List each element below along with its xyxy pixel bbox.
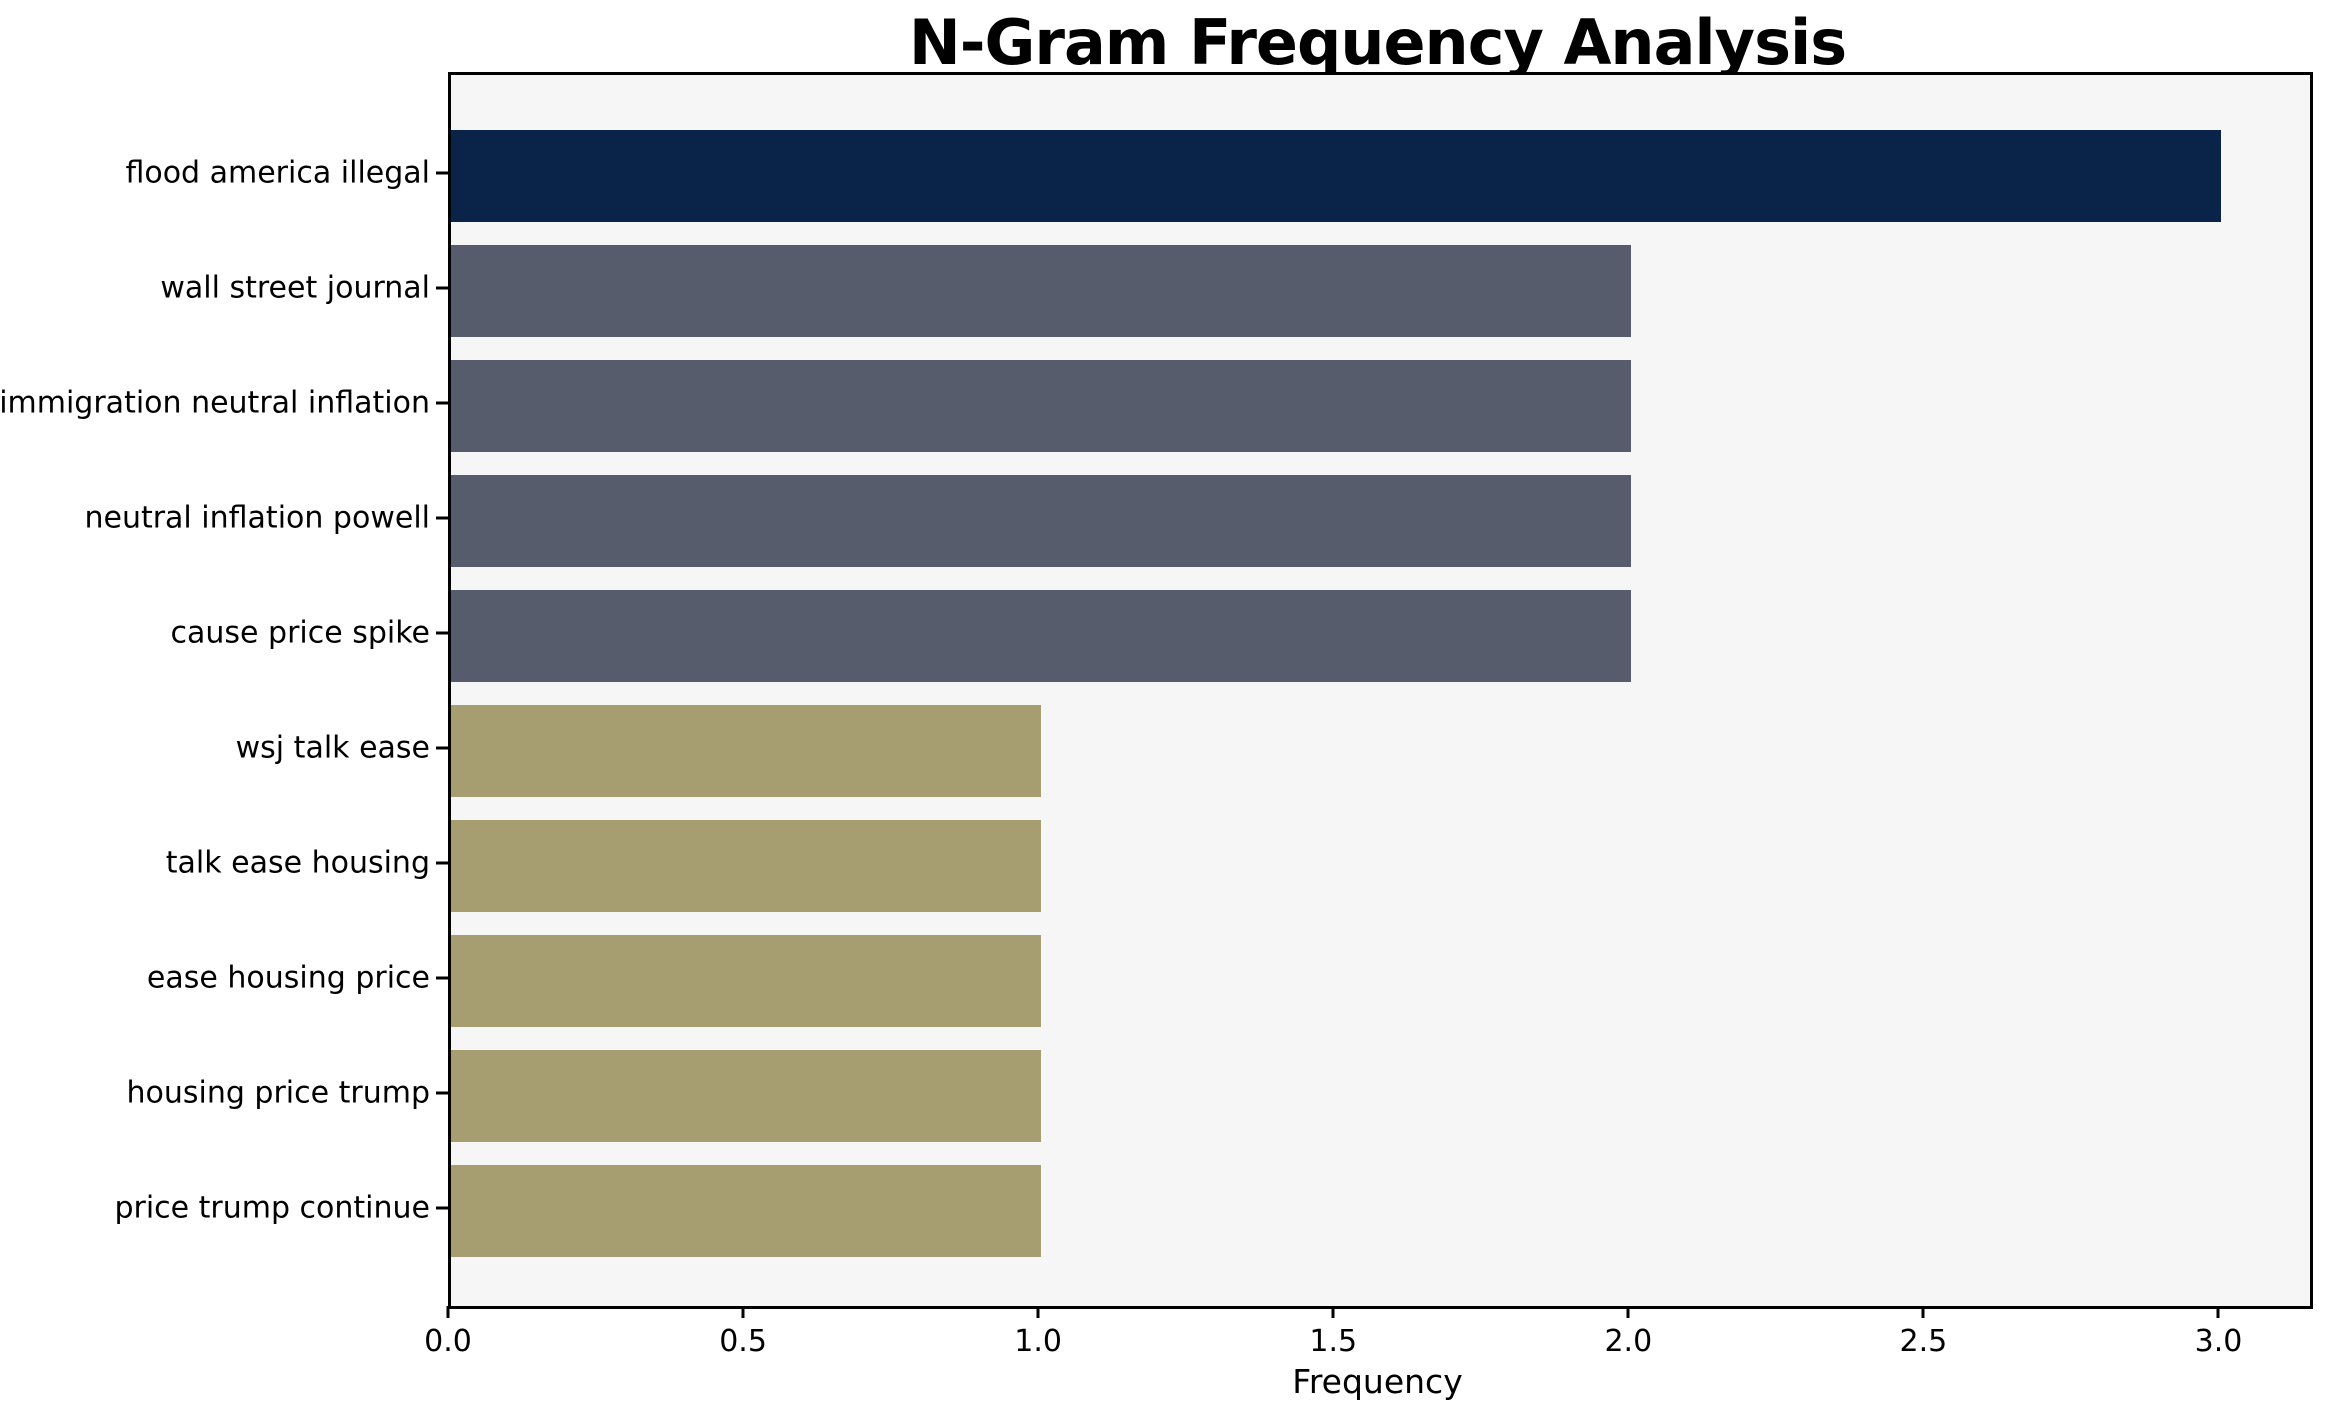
bar <box>451 1050 1041 1142</box>
y-tick-mark <box>436 516 448 520</box>
x-tick-label: 1.0 <box>1014 1324 1063 1359</box>
x-axis-label: Frequency <box>1292 1362 1463 1401</box>
x-tick-label: 1.5 <box>1309 1324 1358 1359</box>
x-tick-mark <box>1331 1306 1335 1318</box>
y-tick-mark <box>436 286 448 290</box>
y-category-label: neutral inflation powell <box>84 500 430 536</box>
y-tick-mark <box>436 1091 448 1095</box>
y-category-label: immigration neutral inflation <box>0 385 430 421</box>
x-tick-label: 2.0 <box>1604 1324 1653 1359</box>
y-category-label: cause price spike <box>170 615 430 651</box>
y-tick-mark <box>436 746 448 750</box>
x-tick-mark <box>1036 1306 1040 1318</box>
y-tick-mark <box>436 976 448 980</box>
x-tick-mark <box>1921 1306 1925 1318</box>
x-tick-label: 0.0 <box>424 1324 472 1359</box>
bar <box>451 245 1631 337</box>
x-tick-label: 2.5 <box>1899 1324 1948 1359</box>
x-tick-mark <box>1626 1306 1630 1318</box>
x-tick-label: 3.0 <box>2194 1324 2243 1359</box>
y-tick-mark <box>436 631 448 635</box>
x-tick-label: 0.5 <box>719 1324 767 1359</box>
plot-area <box>448 72 2313 1309</box>
y-category-label: price trump continue <box>114 1190 430 1226</box>
x-tick-mark <box>2216 1306 2220 1318</box>
y-category-label: ease housing price <box>146 960 430 996</box>
y-tick-mark <box>436 861 448 865</box>
y-category-label: wsj talk ease <box>235 730 430 766</box>
bar <box>451 590 1631 682</box>
y-tick-mark <box>436 1206 448 1210</box>
y-tick-mark <box>436 171 448 175</box>
y-category-label: talk ease housing <box>165 845 430 881</box>
bar <box>451 360 1631 452</box>
x-tick-mark <box>446 1306 450 1318</box>
bar <box>451 1165 1041 1257</box>
y-category-label: housing price trump <box>126 1075 430 1111</box>
chart-title: N-Gram Frequency Analysis <box>908 6 1847 79</box>
x-tick-mark <box>741 1306 745 1318</box>
bar <box>451 475 1631 567</box>
bar <box>451 705 1041 797</box>
bar <box>451 130 2221 222</box>
y-category-label: wall street journal <box>160 270 430 306</box>
bar <box>451 820 1041 912</box>
bar <box>451 935 1041 1027</box>
y-category-label: flood america illegal <box>125 155 430 191</box>
y-tick-mark <box>436 401 448 405</box>
